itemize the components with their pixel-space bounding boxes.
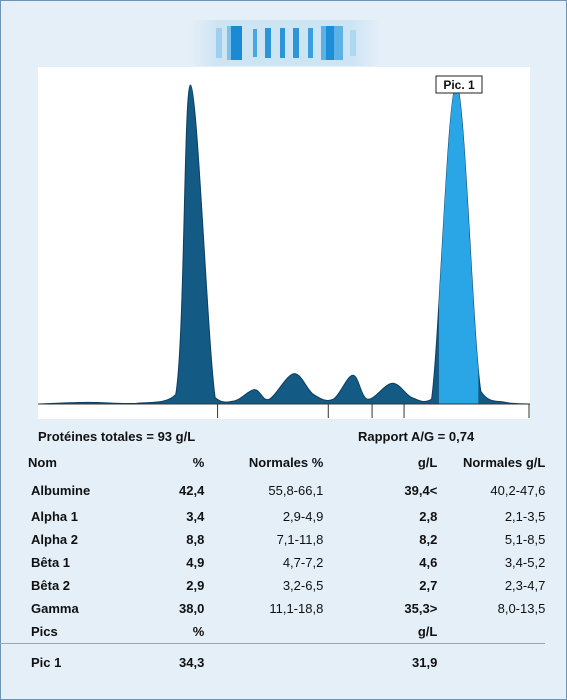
fraction-normal-pct: 4,7-7,2: [282, 555, 324, 570]
pics-header-empty: [204, 620, 323, 644]
fraction-pct: 3,4: [186, 509, 205, 524]
results-table: Nom % Normales % g/L Normales g/L Albumi…: [0, 449, 546, 676]
table-row: Alpha 1 3,4 2,9-4,9 2,8 2,1-3,5: [0, 505, 545, 528]
densitogram-panel: Pic. 1: [38, 67, 530, 419]
fraction-normal-pct: 2,9-4,9: [282, 509, 324, 524]
fraction-pct: 42,4: [179, 482, 205, 498]
fraction-name: Bêta 2: [31, 578, 71, 593]
pics-header-name: Pics: [31, 624, 58, 639]
fraction-gl: 2,7: [419, 578, 438, 593]
ag-ratio-summary: Rapport A/G = 0,74: [358, 429, 475, 444]
fraction-normal-pct: 7,1-11,8: [276, 532, 324, 547]
table-row: Bêta 2 2,9 3,2-6,5 2,7 2,3-4,7: [0, 574, 545, 597]
pic-gl: 31,9: [412, 654, 438, 670]
pic-empty: [437, 648, 545, 676]
fraction-normal-gl: 5,1-8,5: [504, 532, 546, 547]
fraction-pct: 8,8: [186, 532, 205, 547]
densitogram-chart: Pic. 1: [38, 67, 530, 419]
peak-label-box: Pic. 1: [435, 75, 483, 94]
table-header-row: Nom % Normales % g/L Normales g/L: [0, 449, 545, 475]
fraction-normal-gl: 2,3-4,7: [504, 578, 546, 593]
fraction-gl: 2,8: [419, 509, 438, 524]
table-divider: [0, 643, 546, 648]
fraction-normal-pct: 55,8-66,1: [268, 482, 324, 498]
fraction-normal-gl: 40,2-47,6: [490, 482, 546, 498]
pics-header-gl: g/L: [417, 624, 438, 639]
fraction-pct: 4,9: [186, 555, 205, 570]
header-normal-gl: Normales g/L: [462, 454, 546, 470]
pics-header-row: Pics % g/L: [0, 620, 545, 644]
fraction-gl: 4,6: [419, 555, 438, 570]
gel-strip-image: [190, 20, 380, 66]
fraction-normal-gl: 8,0-13,5: [497, 601, 546, 616]
table-row: Bêta 1 4,9 4,7-7,2 4,6 3,4-5,2: [0, 551, 545, 574]
header-name: Nom: [28, 454, 57, 470]
fraction-gl: 35,3>: [404, 601, 438, 616]
fraction-pct: 38,0: [179, 601, 205, 616]
fraction-normal-gl: 2,1-3,5: [504, 509, 546, 524]
table-row: Albumine 42,4 55,8-66,1 39,4< 40,2-47,6: [0, 475, 545, 505]
table-row: Gamma 38,0 11,1-18,8 35,3> 8,0-13,5: [0, 597, 545, 620]
highlighted-peak-area: [438, 84, 479, 404]
header-normal-pct: Normales %: [248, 454, 324, 470]
pic-pct: 34,3: [179, 654, 205, 670]
fraction-name: Alpha 2: [31, 532, 78, 547]
table-row: Pic 1 34,3 31,9: [0, 648, 545, 676]
fraction-name: Albumine: [31, 482, 91, 498]
pic-name: Pic 1: [31, 654, 62, 670]
pic-empty: [204, 648, 323, 676]
pics-header-pct: %: [192, 624, 205, 639]
fraction-name: Alpha 1: [31, 509, 78, 524]
fraction-normal-gl: 3,4-5,2: [504, 555, 546, 570]
fraction-gl: 39,4<: [404, 482, 438, 498]
header-pct: %: [192, 454, 205, 470]
fraction-gl: 8,2: [419, 532, 438, 547]
table-row: Alpha 2 8,8 7,1-11,8 8,2 5,1-8,5: [0, 528, 545, 551]
total-proteins-summary: Protéines totales = 93 g/L: [38, 429, 196, 444]
fraction-name: Gamma: [31, 601, 79, 616]
fraction-normal-pct: 3,2-6,5: [282, 578, 324, 593]
header-gl: g/L: [417, 454, 438, 470]
fraction-normal-pct: 11,1-18,8: [269, 601, 324, 616]
peak-label: Pic. 1: [443, 78, 475, 92]
fraction-name: Bêta 1: [31, 555, 71, 570]
pics-header-empty: [437, 620, 545, 644]
fraction-pct: 2,9: [186, 578, 205, 593]
